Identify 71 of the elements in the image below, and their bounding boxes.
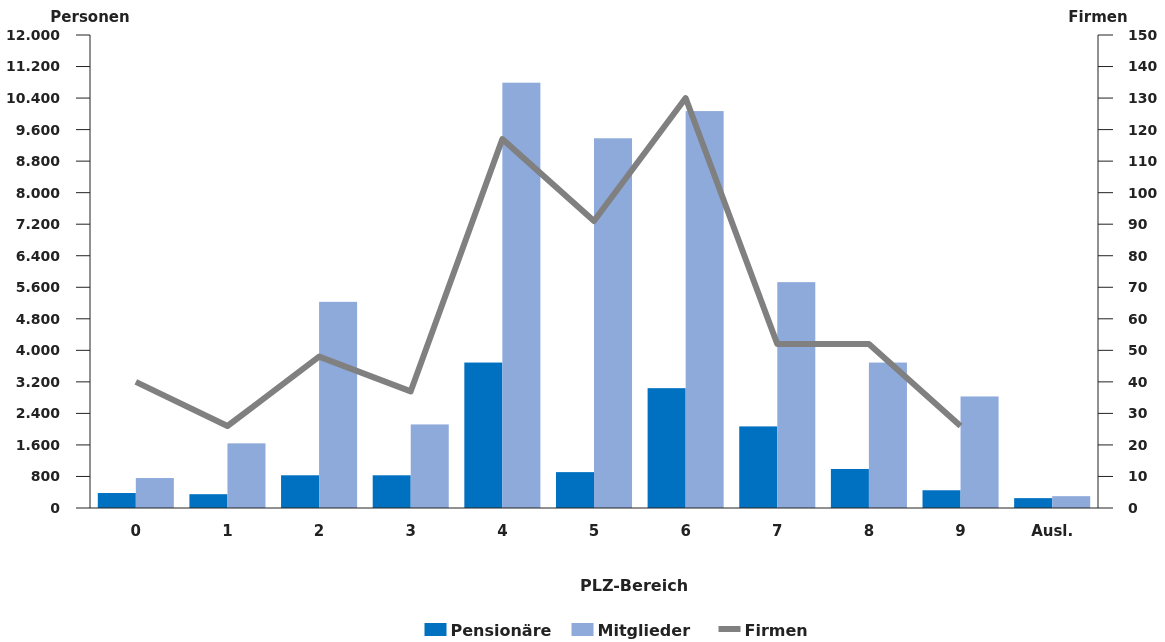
y2-tick-label: 40 bbox=[1128, 373, 1148, 390]
x-tick-label: 9 bbox=[955, 522, 966, 540]
legend-label: Mitglieder bbox=[597, 620, 691, 640]
bar bbox=[1014, 498, 1053, 508]
y2-axis-title: Firmen bbox=[1068, 8, 1128, 26]
bar bbox=[922, 490, 961, 508]
bar bbox=[1052, 496, 1091, 508]
bar bbox=[647, 388, 686, 508]
x-tick-label: Ausl. bbox=[1031, 522, 1074, 540]
y-tick-label: 6.400 bbox=[15, 247, 61, 264]
y2-tick-label: 110 bbox=[1128, 153, 1158, 170]
y-tick-label: 1.600 bbox=[15, 436, 61, 453]
y2-tick-label: 10 bbox=[1128, 468, 1148, 485]
y2-tick-label: 150 bbox=[1128, 26, 1158, 43]
bar bbox=[227, 443, 266, 508]
y2-tick-label: 30 bbox=[1128, 405, 1148, 422]
bar bbox=[502, 82, 541, 508]
y-tick-label: 5.600 bbox=[15, 279, 61, 296]
x-tick-label: 8 bbox=[863, 522, 875, 540]
x-tick-label: 5 bbox=[588, 522, 600, 540]
y2-tick-label: 130 bbox=[1128, 89, 1158, 106]
y-tick-label: 10.400 bbox=[5, 89, 61, 106]
y2-tick-label: 50 bbox=[1128, 342, 1148, 359]
x-tick-label: 3 bbox=[405, 522, 416, 540]
bar bbox=[281, 475, 320, 508]
bar bbox=[830, 468, 869, 508]
y2-tick-label: 100 bbox=[1128, 184, 1158, 201]
x-tick-label: 7 bbox=[772, 522, 783, 540]
x-tick-label: 4 bbox=[497, 522, 508, 540]
y2-tick-label: 20 bbox=[1128, 436, 1148, 453]
x-tick-label: 1 bbox=[222, 522, 233, 540]
y-tick-label: 7.200 bbox=[15, 216, 61, 233]
bar bbox=[685, 111, 724, 508]
bar bbox=[464, 362, 503, 508]
bar bbox=[739, 426, 778, 508]
bar bbox=[410, 424, 449, 508]
y-axis-title: Personen bbox=[50, 8, 130, 26]
y2-tick-label: 60 bbox=[1128, 310, 1148, 327]
y2-tick-label: 120 bbox=[1128, 121, 1158, 138]
y-tick-label: 2.400 bbox=[15, 405, 61, 422]
x-tick-label: 2 bbox=[313, 522, 325, 540]
bar bbox=[555, 472, 594, 508]
bar bbox=[97, 493, 136, 508]
bar bbox=[372, 475, 411, 508]
x-tick-label: 6 bbox=[680, 522, 691, 540]
bar bbox=[868, 362, 907, 508]
y-tick-label: 11.200 bbox=[5, 58, 61, 75]
y2-tick-label: 70 bbox=[1128, 279, 1148, 296]
y-tick-label: 4.000 bbox=[15, 342, 61, 359]
y-tick-label: 800 bbox=[30, 468, 61, 485]
y2-tick-label: 140 bbox=[1128, 58, 1158, 75]
x-axis-title: PLZ-Bereich bbox=[579, 576, 689, 595]
y2-tick-label: 90 bbox=[1128, 216, 1148, 233]
bar bbox=[189, 494, 228, 508]
y-tick-label: 12.000 bbox=[5, 26, 61, 43]
y2-tick-label: 80 bbox=[1128, 247, 1148, 264]
bar bbox=[960, 396, 999, 508]
bar bbox=[319, 301, 358, 508]
y-tick-label: 0 bbox=[50, 499, 61, 516]
legend-label: Firmen bbox=[744, 620, 808, 640]
x-tick-label: 0 bbox=[130, 522, 142, 540]
y2-tick-label: 0 bbox=[1128, 499, 1138, 516]
y-tick-label: 9.600 bbox=[15, 121, 61, 138]
y-tick-label: 4.800 bbox=[15, 310, 61, 327]
y-tick-label: 8.800 bbox=[15, 153, 61, 170]
y-tick-label: 3.200 bbox=[15, 373, 61, 390]
bar bbox=[777, 282, 816, 508]
bar bbox=[135, 478, 174, 508]
y-tick-label: 8.000 bbox=[15, 184, 61, 201]
bar bbox=[594, 138, 633, 508]
legend-label: Pensionäre bbox=[450, 620, 552, 640]
